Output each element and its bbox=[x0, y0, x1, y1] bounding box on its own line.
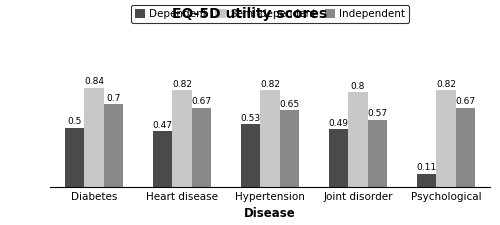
Bar bbox=[436, 90, 456, 187]
Text: 0.47: 0.47 bbox=[152, 121, 172, 130]
Text: 0.67: 0.67 bbox=[192, 97, 212, 106]
Bar bbox=[348, 92, 368, 187]
Text: 0.82: 0.82 bbox=[172, 80, 192, 89]
Bar bbox=[65, 128, 84, 187]
Bar bbox=[104, 104, 123, 187]
Bar bbox=[153, 131, 172, 187]
Text: 0.84: 0.84 bbox=[84, 77, 104, 86]
Bar bbox=[417, 174, 436, 187]
Text: EQ-5D utility scores: EQ-5D utility scores bbox=[172, 7, 328, 21]
Text: 0.57: 0.57 bbox=[368, 109, 388, 118]
Legend: Dependent, Semi-dependent, Independent: Dependent, Semi-dependent, Independent bbox=[130, 5, 409, 23]
Bar bbox=[84, 88, 103, 187]
X-axis label: Disease: Disease bbox=[244, 207, 296, 220]
Bar bbox=[241, 124, 260, 187]
Text: 0.49: 0.49 bbox=[328, 119, 348, 128]
Text: 0.82: 0.82 bbox=[436, 80, 456, 89]
Bar bbox=[192, 108, 211, 187]
Bar bbox=[368, 119, 387, 187]
Text: 0.11: 0.11 bbox=[416, 163, 436, 172]
Bar bbox=[456, 108, 475, 187]
Bar bbox=[260, 90, 280, 187]
Text: 0.5: 0.5 bbox=[68, 117, 82, 126]
Text: 0.67: 0.67 bbox=[456, 97, 475, 106]
Text: 0.8: 0.8 bbox=[351, 82, 365, 91]
Text: 0.65: 0.65 bbox=[280, 100, 299, 109]
Bar bbox=[172, 90, 192, 187]
Text: 0.7: 0.7 bbox=[106, 94, 120, 103]
Text: 0.53: 0.53 bbox=[240, 114, 260, 123]
Bar bbox=[280, 110, 299, 187]
Text: 0.82: 0.82 bbox=[260, 80, 280, 89]
Bar bbox=[329, 129, 348, 187]
